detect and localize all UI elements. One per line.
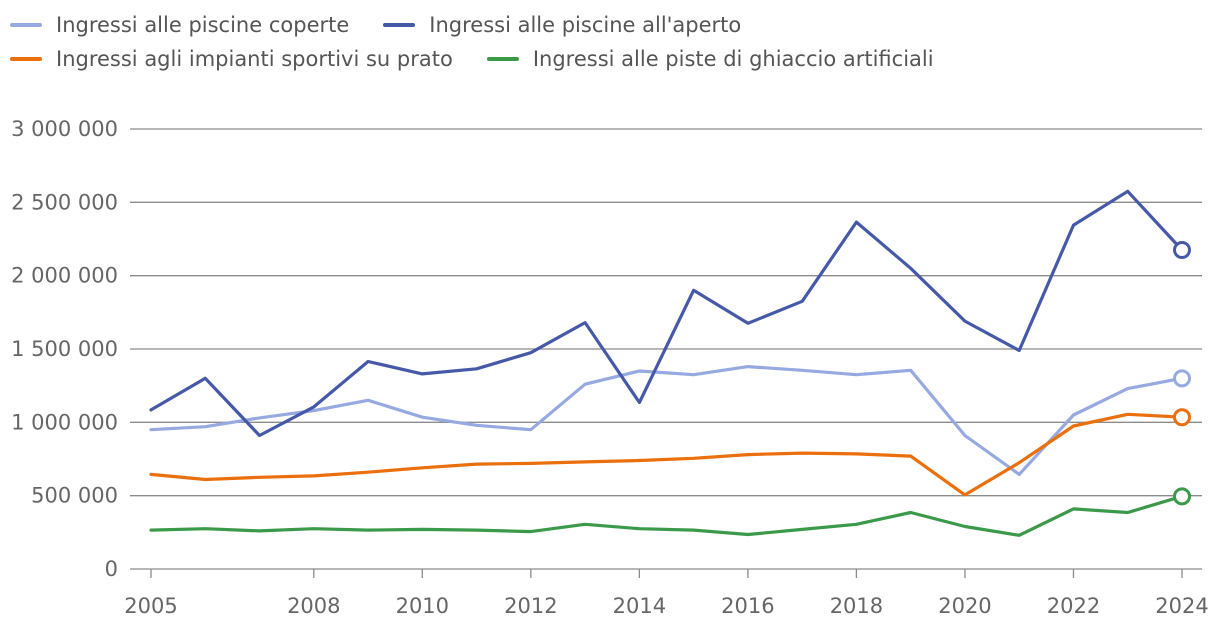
x-tick-label: 2014 <box>613 594 666 618</box>
legend-label: Ingressi agli impianti sportivi su prato <box>56 47 453 71</box>
series-line-3 <box>149 494 1184 537</box>
legend-item-piscine-coperte[interactable]: Ingressi alle piscine coperte <box>10 13 349 37</box>
legend-item-piste-ghiaccio[interactable]: Ingressi alle piste di ghiaccio artifici… <box>486 47 934 71</box>
legend-swatch-impianti-prato <box>10 57 42 61</box>
series-line-2 <box>149 412 1184 497</box>
legend-label: Ingressi alle piscine all'aperto <box>429 13 742 37</box>
series-end-marker-3 <box>1173 487 1191 506</box>
x-tick-label: 2016 <box>721 594 774 618</box>
series-end-marker-2 <box>1173 408 1191 427</box>
x-tick-label: 2018 <box>830 594 883 618</box>
legend-swatch-piscine-coperte <box>10 23 42 27</box>
legend: Ingressi alle piscine coperte Ingressi a… <box>10 8 1210 76</box>
x-tick-label: 2012 <box>504 594 557 618</box>
x-tick-label: 2005 <box>124 594 177 618</box>
x-tick-label: 2022 <box>1047 594 1100 618</box>
y-tick-label: 1 000 000 <box>11 410 118 434</box>
x-tick-label: 2008 <box>287 594 340 618</box>
y-tick-label: 2 500 000 <box>11 190 118 214</box>
series-end-marker-1 <box>1173 241 1191 259</box>
y-tick-label: 1 500 000 <box>11 337 118 361</box>
legend-row-2: Ingressi agli impianti sportivi su prato… <box>10 42 1210 76</box>
legend-row-1: Ingressi alle piscine coperte Ingressi a… <box>10 8 1210 42</box>
y-tick-label: 500 000 <box>31 484 118 508</box>
legend-item-piscine-aperto[interactable]: Ingressi alle piscine all'aperto <box>383 13 741 37</box>
x-tick-label: 2024 <box>1155 594 1208 618</box>
legend-swatch-piste-ghiaccio <box>486 57 519 61</box>
series-end-marker-0 <box>1173 369 1191 388</box>
x-tick-label: 2010 <box>396 594 449 618</box>
y-tick-label: 0 <box>105 557 118 581</box>
legend-item-impianti-prato[interactable]: Ingressi agli impianti sportivi su prato <box>10 47 453 71</box>
legend-label: Ingressi alle piste di ghiaccio artifici… <box>532 47 934 71</box>
series-line-1 <box>149 189 1184 438</box>
x-tick-label: 2020 <box>938 594 991 618</box>
legend-swatch-piscine-aperto <box>383 23 416 27</box>
y-tick-label: 3 000 000 <box>11 117 118 141</box>
y-tick-label: 2 000 000 <box>11 264 118 288</box>
legend-label: Ingressi alle piscine coperte <box>56 13 350 37</box>
